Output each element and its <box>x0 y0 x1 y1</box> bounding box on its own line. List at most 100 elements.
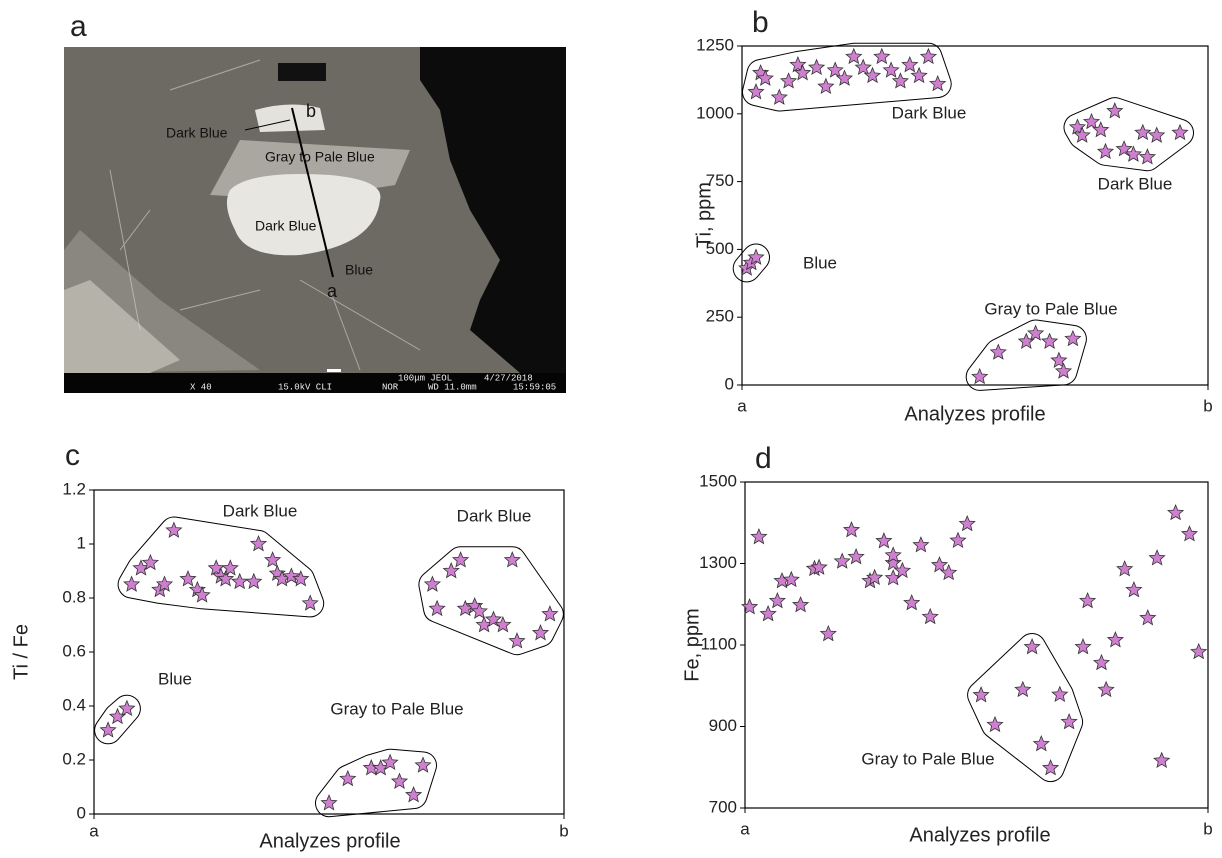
star-point <box>854 58 872 76</box>
star-point <box>770 88 788 105</box>
bright-core <box>226 174 381 256</box>
x-tick-label: a <box>89 821 99 840</box>
star-point <box>792 596 810 613</box>
cluster-label: Gray to Pale Blue <box>984 299 1117 318</box>
star-point <box>470 602 488 619</box>
star-point <box>123 575 141 592</box>
star-point <box>768 591 786 609</box>
panel-label: a <box>70 10 87 43</box>
y-tick-label: 1100 <box>700 634 737 653</box>
star-point <box>217 570 235 587</box>
star-point <box>1139 609 1157 626</box>
star-point <box>912 536 930 553</box>
star-point <box>863 66 882 84</box>
star-point <box>1054 362 1073 379</box>
star-point <box>972 686 990 703</box>
star-point <box>165 521 183 538</box>
dark-region <box>420 47 566 373</box>
info-bar <box>64 373 566 393</box>
star-point <box>282 567 300 584</box>
star-point <box>1023 637 1041 655</box>
profile-end: b <box>306 101 316 121</box>
x-tick-label: a <box>740 819 750 838</box>
star-point <box>919 47 937 65</box>
footer-text: 100μm JEOL <box>398 373 452 383</box>
scale-bar <box>327 369 341 372</box>
y-tick-label: 1250 <box>696 35 734 54</box>
star-point <box>882 61 900 78</box>
star-point <box>221 559 239 576</box>
star-point <box>747 83 765 100</box>
star-point <box>780 72 798 89</box>
y-tick-label: 1 <box>77 533 86 552</box>
star-point <box>1116 560 1134 577</box>
star-point <box>405 786 423 803</box>
star-point <box>810 558 828 575</box>
star-point <box>759 604 777 622</box>
star-point <box>193 586 211 603</box>
star-point <box>1082 112 1101 130</box>
star-point <box>958 514 976 532</box>
star-point <box>921 607 939 625</box>
star-point <box>503 551 521 568</box>
star-point <box>826 61 844 78</box>
footer-text: NOR <box>382 382 399 392</box>
cluster-fill <box>316 749 436 817</box>
star-point <box>842 521 861 538</box>
cluster-fill <box>419 547 563 655</box>
scatter-panel: 700 900 1100 1300 1500 a b Gray to Pale Blue Fe,… <box>681 442 1212 846</box>
star-point <box>320 794 338 811</box>
cluster-label: Gray to Pale Blue <box>861 749 994 768</box>
star-point <box>884 546 902 563</box>
star-point <box>531 624 550 641</box>
star-point <box>1125 580 1143 598</box>
star-point <box>901 55 919 73</box>
star-point <box>782 570 800 588</box>
star-point <box>292 570 310 587</box>
y-tick-label: 0 <box>725 374 734 393</box>
star-point <box>930 556 949 573</box>
star-point <box>1041 332 1059 349</box>
y-axis-label: Ti, ppm <box>693 182 715 248</box>
star-point <box>1124 145 1142 162</box>
star-point <box>99 721 117 738</box>
scatter-panel: 0 0.2 0.4 0.6 0.8 1 1.2 a b Dark Blue Dark Blue Blu… <box>10 439 568 852</box>
star-point <box>442 561 460 579</box>
y-tick-label: 0.2 <box>62 749 86 768</box>
y-tick-label: 0.8 <box>62 587 86 606</box>
star-point <box>833 552 851 569</box>
footer-text: X 40 <box>190 382 212 392</box>
star-point <box>1148 126 1166 143</box>
cluster-label: Dark Blue <box>457 506 532 525</box>
pit <box>278 63 326 81</box>
y-tick-label: 1000 <box>696 103 734 122</box>
star-point <box>508 632 526 649</box>
star-point <box>118 699 136 717</box>
star-point <box>750 527 768 545</box>
y-tick-label: 750 <box>706 171 734 190</box>
star-point <box>264 551 282 568</box>
annotation: Gray to Pale Blue <box>265 149 375 165</box>
light-region <box>64 280 180 373</box>
star-point <box>817 77 835 95</box>
star-point <box>301 594 319 611</box>
star-point <box>1106 631 1124 648</box>
y-tick-label: 900 <box>709 716 737 735</box>
star-point <box>1190 642 1208 660</box>
star-point <box>929 74 947 92</box>
x-tick-label: b <box>1203 396 1212 415</box>
y-tick-label: 0 <box>77 803 86 822</box>
panel-label: c <box>65 439 80 472</box>
star-point <box>910 66 928 84</box>
star-point <box>1051 685 1069 703</box>
star-point <box>1014 680 1032 698</box>
cluster-label: Gray to Pale Blue <box>330 699 463 718</box>
star-point <box>971 367 989 385</box>
scratches <box>109 59 421 371</box>
star-point <box>339 769 357 787</box>
star-point <box>1134 123 1152 141</box>
star-point <box>903 593 921 611</box>
y-axis-label: Ti / Fe <box>10 624 32 680</box>
star-point <box>875 532 893 549</box>
